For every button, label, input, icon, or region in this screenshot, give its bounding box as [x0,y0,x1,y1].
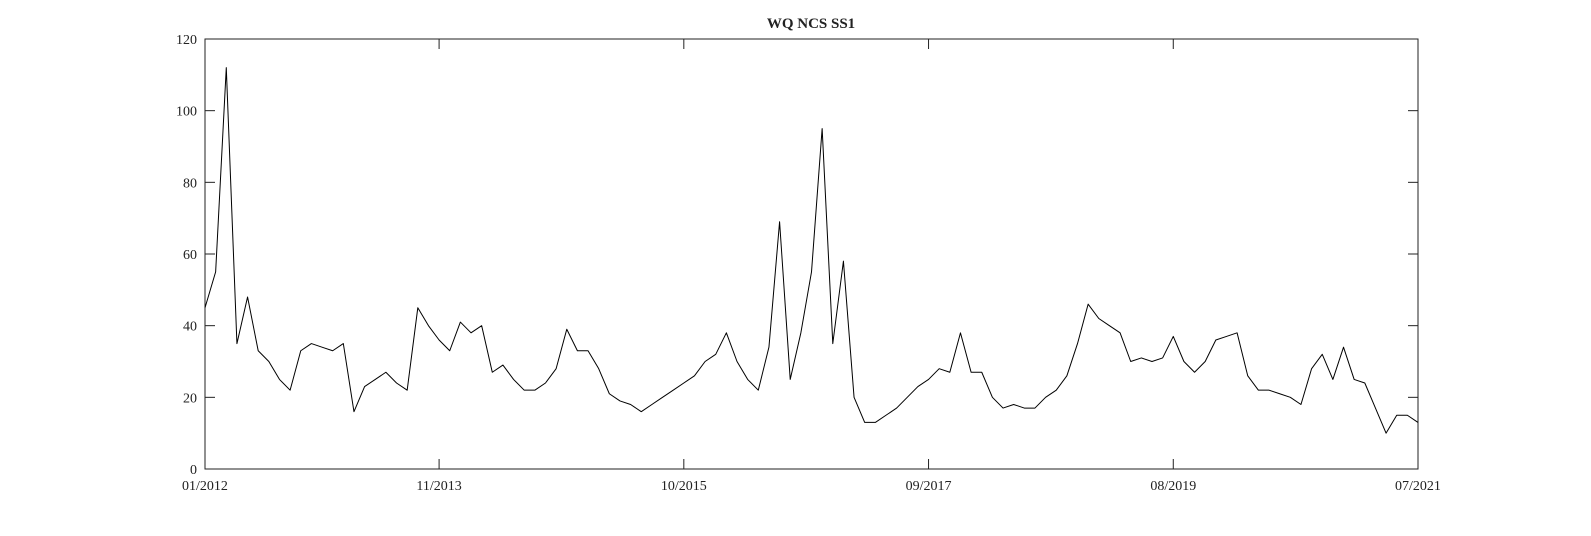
chart-title: WQ NCS SS1 [767,16,855,32]
x-tick-label: 09/2017 [906,479,952,494]
y-tick-label: 60 [183,248,197,263]
y-tick-label: 20 [183,391,197,406]
y-tick-label: 120 [176,33,197,48]
data-line [204,67,1419,434]
x-tick-label: 11/2013 [416,479,461,494]
y-tick-label: 80 [183,176,197,191]
y-tick-label: 100 [176,105,197,120]
axes-box [204,38,1419,470]
y-tick-label: 0 [190,463,197,478]
y-tick-label: 40 [183,320,197,335]
x-tick-label: 10/2015 [661,479,707,494]
x-tick-label: 08/2019 [1150,479,1196,494]
x-tick-label: 01/2012 [182,479,228,494]
x-tick-label: 07/2021 [1395,479,1441,494]
